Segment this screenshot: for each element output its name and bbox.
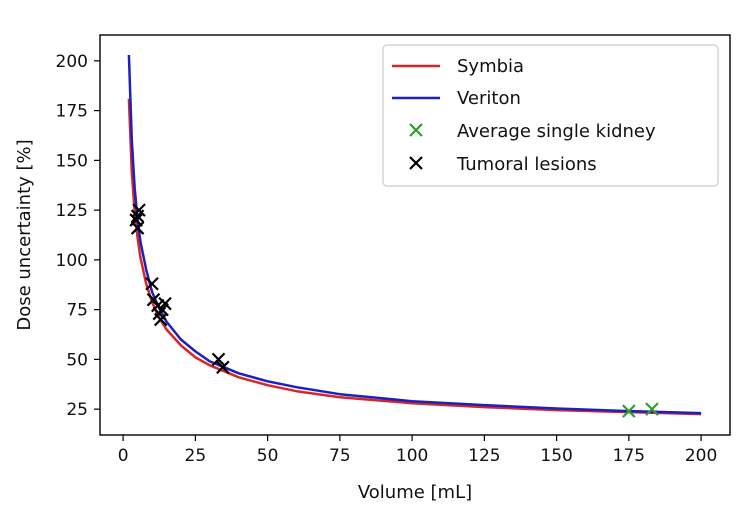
- marker-tumoral-lesions-12: [216, 360, 230, 375]
- legend-label-veriton: Veriton: [457, 88, 521, 109]
- marker-tumoral-lesions-8: [158, 296, 172, 311]
- plot-frame: [99, 34, 731, 436]
- y-tick-label-50: 50: [66, 350, 88, 370]
- x-tick-label-50: 50: [257, 446, 279, 466]
- y-tick-label-75: 75: [66, 301, 88, 321]
- legend-label-tumoral-lesions: Tumoral lesions: [456, 154, 597, 175]
- marker-tumoral-lesions-1: [130, 221, 145, 235]
- x-tick-label-200: 200: [685, 446, 717, 466]
- marker-tumoral-lesions-10: [153, 312, 168, 327]
- x-axis-title: Volume [mL]: [358, 482, 472, 503]
- x-tick-label-175: 175: [613, 446, 645, 466]
- legend-marker-tumoral-lesions: [409, 156, 423, 170]
- legend-box: [382, 44, 719, 187]
- marker-tumoral-lesions-4: [145, 276, 159, 291]
- legend: Symbia Veriton Average single kidney Tum…: [382, 44, 719, 187]
- marker-tumoral-lesions-11: [211, 352, 226, 367]
- marker-average-single-kidney-0: [622, 404, 636, 418]
- x-tick-label-25: 25: [185, 446, 207, 466]
- x-tick-label-125: 125: [468, 446, 500, 466]
- legend-label-symbia: Symbia: [457, 56, 524, 77]
- y-tick-label-25: 25: [66, 400, 88, 420]
- x-tick-label-0: 0: [118, 446, 129, 466]
- y-tick-label-200: 200: [56, 52, 88, 72]
- y-tick-label-100: 100: [56, 251, 88, 271]
- series-line-symbia: [127, 98, 702, 416]
- y-axis-title: Dose uncertainty [%]: [14, 139, 35, 330]
- y-tick-label-150: 150: [56, 151, 88, 171]
- legend-marker-average-single-kidney: [409, 123, 423, 137]
- marker-average-single-kidney-1: [645, 402, 659, 416]
- x-tick-label-75: 75: [329, 446, 351, 466]
- marker-tumoral-lesions-3: [130, 209, 145, 223]
- x-tick-label-100: 100: [396, 446, 428, 466]
- y-tick-label-125: 125: [56, 201, 88, 221]
- legend-label-average-single-kidney: Average single kidney: [457, 121, 656, 142]
- y-tick-label-175: 175: [56, 102, 88, 122]
- x-tick-label-150: 150: [540, 446, 572, 466]
